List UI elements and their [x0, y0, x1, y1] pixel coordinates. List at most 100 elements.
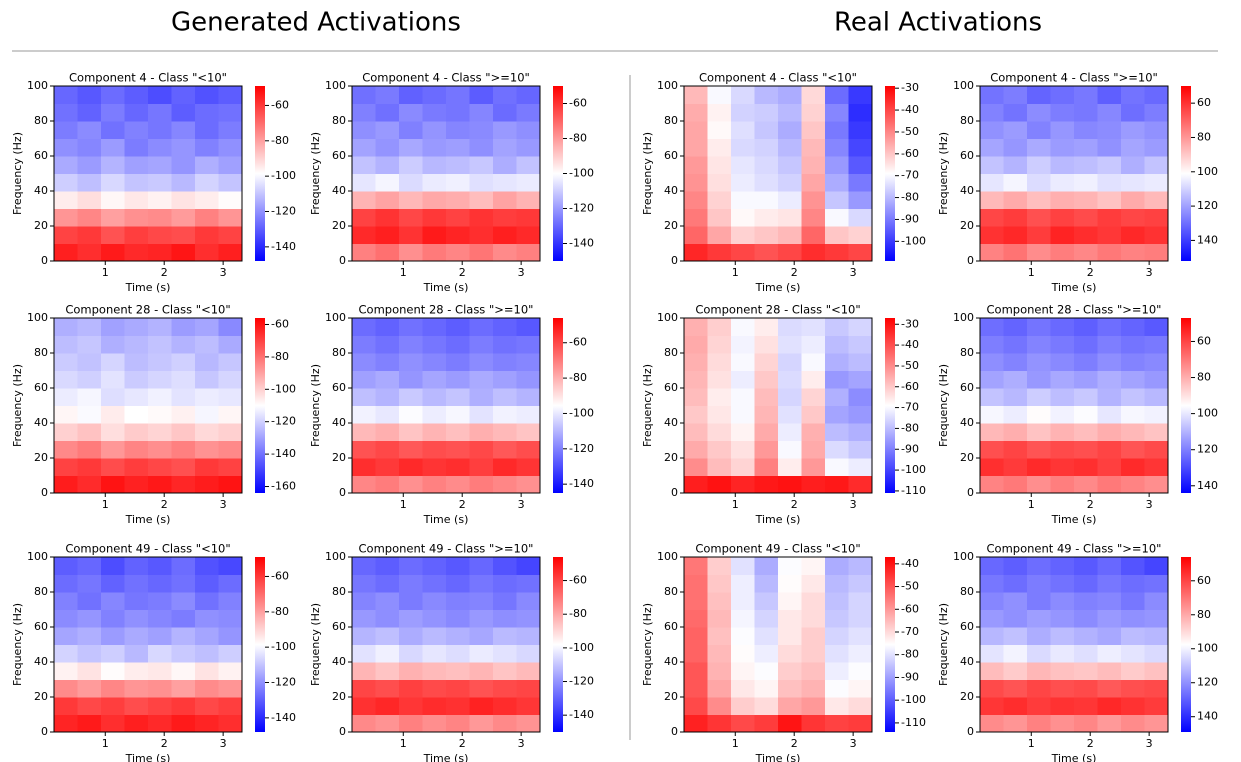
x-tick-label: 3: [220, 737, 227, 750]
plot-frame: [979, 85, 1169, 262]
heatmap-cell: [399, 423, 423, 441]
heatmap-cell: [469, 557, 494, 575]
heatmap-cell: [1074, 627, 1098, 645]
heatmap-cell: [446, 574, 470, 593]
heatmap-cell: [77, 138, 102, 157]
colorbar: [255, 86, 265, 261]
heatmap-cell: [980, 644, 1004, 663]
heatmap-cell: [422, 679, 447, 698]
heatmap-cell: [754, 243, 779, 262]
y-tick-label: 100: [953, 79, 974, 92]
heatmap-panel: Component 4 - Class ">=10" 1 2 3 0 20 40 60 80 10…: [937, 71, 1218, 295]
heatmap-cell: [54, 353, 78, 371]
x-tick-label: 3: [518, 498, 525, 511]
heatmap-cell: [516, 318, 541, 336]
plot-frame: [351, 556, 541, 733]
heatmap-cell: [352, 679, 376, 698]
heatmap-cell: [124, 156, 149, 174]
heatmap-cell: [1097, 103, 1122, 122]
y-tick-label: 40: [34, 184, 48, 197]
heatmap-cell: [399, 458, 423, 476]
heatmap-cell: [446, 609, 470, 628]
heatmap-cell: [980, 173, 1004, 192]
colorbar-tick-label: -40: [901, 557, 919, 570]
y-tick-label: 40: [332, 655, 346, 668]
heatmap-cell: [54, 458, 78, 476]
heatmap-cell: [101, 714, 125, 733]
x-tick-label: 1: [102, 498, 109, 511]
heatmap-cell: [778, 475, 802, 494]
heatmap-cell: [195, 226, 219, 244]
heatmap-cell: [1027, 335, 1051, 354]
y-tick-label: 100: [953, 550, 974, 563]
heatmap-cell: [124, 86, 149, 104]
heatmap-cell: [684, 405, 708, 424]
heatmap-cell: [375, 335, 400, 354]
heatmap-cell: [1003, 627, 1028, 645]
heatmap-cell: [778, 103, 802, 122]
heatmap-cell: [195, 644, 219, 663]
heatmap-cell: [754, 173, 779, 192]
chart-title: Component 49 - Class ">=10": [359, 542, 534, 556]
heatmap-cell: [731, 103, 755, 122]
heatmap-cell: [1050, 86, 1075, 104]
y-tick-label: 40: [960, 655, 974, 668]
heatmap-cell: [980, 423, 1004, 441]
heatmap-cell: [707, 243, 732, 262]
y-tick-label: 0: [671, 254, 678, 267]
x-tick-label: 1: [400, 266, 407, 279]
heatmap-cell: [352, 370, 376, 389]
heatmap-cell: [1003, 714, 1028, 733]
heatmap-cell: [493, 208, 517, 227]
heatmap-cell: [1144, 644, 1169, 663]
x-tick-label: 3: [220, 498, 227, 511]
heatmap-cell: [375, 475, 400, 494]
heatmap-cell: [754, 103, 779, 122]
heatmap-cell: [1003, 318, 1028, 336]
heatmap-cell: [754, 609, 779, 628]
y-axis-label: Frequency (Hz): [11, 603, 24, 686]
heatmap-cell: [684, 475, 708, 494]
heatmap-cell: [469, 405, 494, 424]
heatmap-cell: [801, 243, 826, 262]
x-tick-label: 3: [1146, 737, 1153, 750]
x-tick-label: 3: [518, 737, 525, 750]
heatmap-cell: [801, 679, 826, 698]
heatmap-cell: [218, 318, 243, 336]
heatmap-cell: [469, 243, 494, 262]
colorbar-tick-label: 100: [1197, 407, 1218, 420]
heatmap-cell: [754, 714, 779, 733]
heatmap-cell: [493, 574, 517, 593]
heatmap-cell: [218, 714, 243, 733]
heatmap-cell: [980, 609, 1004, 628]
heatmap-cell: [1074, 557, 1098, 575]
heatmap-cell: [54, 592, 78, 610]
heatmap-cell: [124, 574, 149, 593]
heatmap-cell: [980, 138, 1004, 157]
heatmap-cell: [493, 353, 517, 371]
heatmap-cell: [446, 173, 470, 192]
y-tick-label: 20: [332, 690, 346, 703]
heatmap-cell: [493, 475, 517, 494]
y-axis-label: Frequency (Hz): [641, 132, 654, 215]
y-tick-label: 80: [664, 346, 678, 359]
heatmap-cell: [1121, 318, 1145, 336]
heatmap-cell: [731, 423, 755, 441]
heatmap-cell: [101, 226, 125, 244]
heatmap-cell: [101, 440, 125, 459]
heatmap-cell: [848, 103, 873, 122]
heatmap-cell: [754, 208, 779, 227]
y-tick-label: 40: [664, 655, 678, 668]
heatmap-cell: [1121, 103, 1145, 122]
heatmap-cell: [825, 697, 849, 715]
chart-title: Component 4 - Class "<10": [699, 71, 857, 85]
heatmap-cell: [1097, 609, 1122, 628]
heatmap-cell: [493, 191, 517, 209]
heatmap-cell: [446, 353, 470, 371]
heatmap-cell: [375, 679, 400, 698]
heatmap-cell: [352, 388, 376, 406]
heatmap-cell: [195, 679, 219, 698]
colorbar-tick-label: -90: [901, 442, 919, 455]
heatmap-cell: [1097, 557, 1122, 575]
heatmap-cell: [684, 592, 708, 610]
